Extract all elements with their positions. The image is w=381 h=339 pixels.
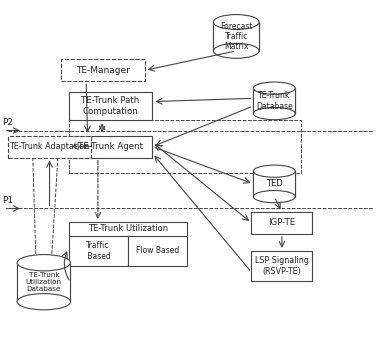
Bar: [61, 59, 145, 81]
Ellipse shape: [253, 165, 295, 177]
Text: TE-Trunk
Database: TE-Trunk Database: [256, 91, 293, 111]
Bar: [253, 88, 295, 114]
Ellipse shape: [253, 191, 295, 203]
Text: TE-Trunk
Utilization
Database: TE-Trunk Utilization Database: [26, 272, 62, 292]
Bar: [17, 263, 70, 302]
Ellipse shape: [253, 107, 295, 120]
Bar: [213, 22, 259, 51]
Bar: [253, 171, 295, 197]
Ellipse shape: [213, 43, 259, 58]
Text: Traffic
 Based: Traffic Based: [85, 241, 111, 261]
Text: P1: P1: [2, 196, 13, 205]
Bar: [69, 120, 301, 173]
Ellipse shape: [253, 82, 295, 94]
Text: IGP-TE: IGP-TE: [268, 218, 296, 227]
Bar: [253, 171, 295, 197]
Text: TE-Trunk Agent: TE-Trunk Agent: [78, 142, 143, 151]
Ellipse shape: [213, 15, 259, 29]
Text: Forecast
Traffic
Matrix: Forecast Traffic Matrix: [220, 22, 253, 51]
Bar: [69, 136, 152, 158]
Text: TE-Trunk Utilization: TE-Trunk Utilization: [88, 224, 168, 233]
Text: TE-Manager: TE-Manager: [76, 66, 130, 75]
Text: TE-Trunk Adaptation: TE-Trunk Adaptation: [10, 142, 90, 151]
Bar: [69, 222, 187, 266]
Ellipse shape: [17, 255, 70, 271]
Bar: [8, 136, 91, 158]
Bar: [251, 212, 312, 234]
Text: TED: TED: [266, 179, 283, 188]
Text: LSP Signaling
(RSVP-TE): LSP Signaling (RSVP-TE): [255, 256, 309, 276]
Bar: [251, 251, 312, 281]
Ellipse shape: [17, 294, 70, 310]
Bar: [69, 92, 152, 120]
Bar: [17, 263, 70, 302]
Bar: [213, 22, 259, 51]
Bar: [253, 88, 295, 114]
Text: P2: P2: [2, 118, 13, 127]
Text: Flow Based: Flow Based: [136, 246, 179, 255]
Text: TE-Trunk Path
Computation: TE-Trunk Path Computation: [82, 96, 139, 116]
